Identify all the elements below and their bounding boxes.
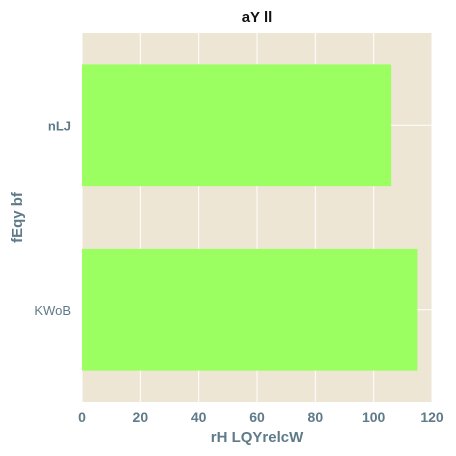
bar [82,248,418,371]
x-tick-label: 120 [420,409,444,425]
x-tick-labels: 0 20 40 60 80 100 120 [78,409,444,425]
x-tick-label: 40 [191,409,207,425]
x-tick-label: 100 [362,409,386,425]
category-labels: nLJ KWoB [34,118,71,318]
x-tick-label: 20 [133,409,149,425]
y-axis-label: fEqy bf [9,191,26,243]
bars [82,64,418,371]
chart-title: aY ll [242,9,273,26]
x-tick-label: 80 [308,409,324,425]
category-label: KWoB [34,303,71,318]
bar [82,64,392,187]
x-axis-label: rH LQYrelcW [211,429,304,446]
category-label: nLJ [48,118,71,133]
x-tick-label: 60 [249,409,265,425]
x-tick-label: 0 [78,409,86,425]
